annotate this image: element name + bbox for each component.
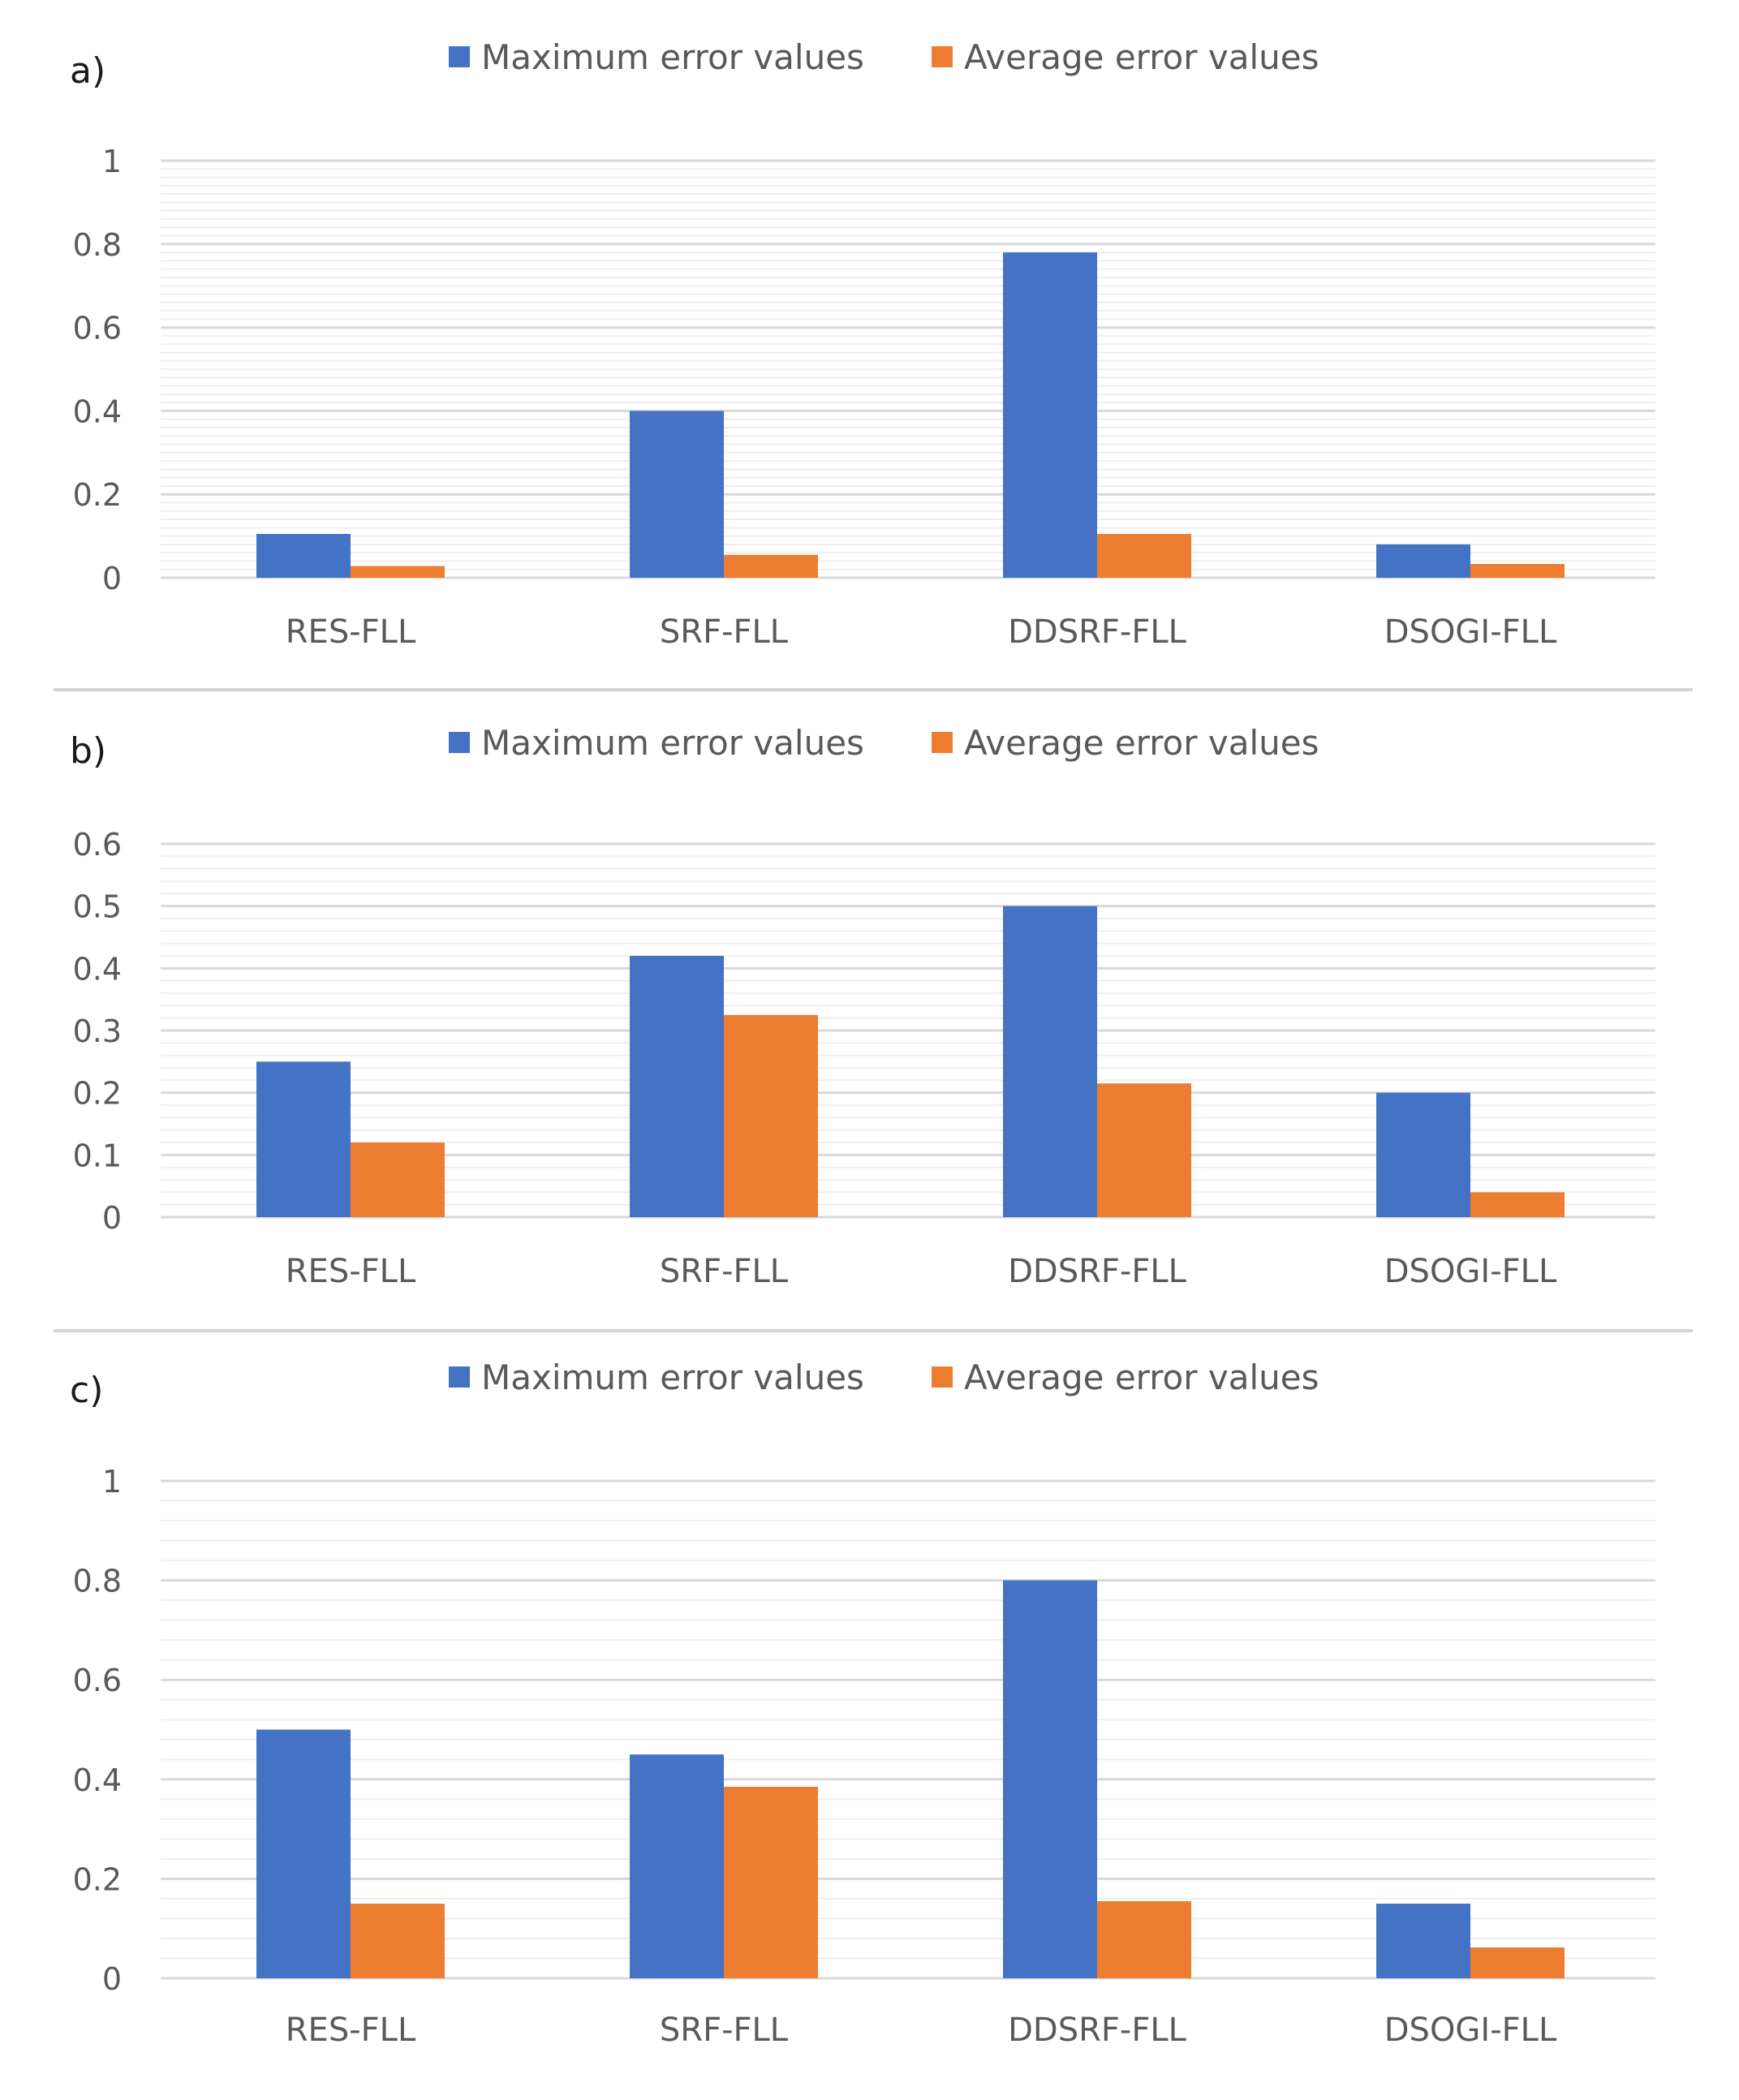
bar-max-dsogi-fll bbox=[1376, 1092, 1470, 1217]
legend-swatch-avg bbox=[932, 732, 953, 753]
y-tick-label: 0.8 bbox=[73, 227, 122, 263]
y-tick-label: 0.4 bbox=[73, 951, 122, 987]
y-tick-label: 0.6 bbox=[73, 827, 122, 863]
bar-avg-ddsrf-fll bbox=[1097, 534, 1191, 578]
x-category-label: RES-FLL bbox=[286, 2012, 416, 2049]
y-tick-label: 0.8 bbox=[73, 1564, 122, 1599]
legend-label-avg: Average error values bbox=[964, 37, 1319, 77]
bar-avg-dsogi-fll bbox=[1470, 564, 1565, 578]
y-tick-label: 1 bbox=[102, 144, 122, 179]
bar-max-ddsrf-fll bbox=[1003, 906, 1097, 1217]
x-category-label: DSOGI-FLL bbox=[1384, 1253, 1557, 1290]
y-tick-label: 0.6 bbox=[73, 1663, 122, 1698]
bar-avg-res-fll bbox=[351, 1904, 445, 1978]
panel-label: b) bbox=[70, 730, 106, 772]
legend-label-avg: Average error values bbox=[964, 1358, 1319, 1397]
bar-avg-dsogi-fll bbox=[1470, 1192, 1565, 1217]
x-category-label: DDSRF-FLL bbox=[1008, 2012, 1187, 2049]
bar-max-res-fll bbox=[256, 534, 351, 578]
legend-swatch-max bbox=[449, 732, 470, 753]
x-category-label: SRF-FLL bbox=[660, 613, 789, 651]
bar-max-srf-fll bbox=[630, 1754, 724, 1978]
bar-max-srf-fll bbox=[630, 411, 724, 578]
bar-avg-res-fll bbox=[351, 566, 445, 578]
bar-max-ddsrf-fll bbox=[1003, 1580, 1097, 1978]
y-tick-label: 0.2 bbox=[73, 477, 122, 513]
legend-swatch-avg bbox=[932, 46, 953, 67]
y-tick-label: 0 bbox=[102, 1961, 122, 1997]
x-category-label: SRF-FLL bbox=[660, 1253, 789, 1290]
bar-max-ddsrf-fll bbox=[1003, 252, 1097, 578]
x-category-label: DDSRF-FLL bbox=[1008, 1253, 1187, 1290]
legend-swatch-max bbox=[449, 1366, 470, 1388]
x-category-label: SRF-FLL bbox=[660, 2012, 789, 2049]
legend-label-max: Maximum error values bbox=[481, 1358, 864, 1397]
y-tick-label: 0.3 bbox=[73, 1013, 122, 1049]
bar-avg-ddsrf-fll bbox=[1097, 1900, 1191, 1978]
chart-panel-1: a) Maximum error values Average error valu… bbox=[70, 37, 1655, 651]
y-tick-label: 0.2 bbox=[73, 1076, 122, 1112]
bar-avg-srf-fll bbox=[724, 554, 818, 578]
y-tick-label: 0.2 bbox=[73, 1861, 122, 1897]
y-tick-label: 0.1 bbox=[73, 1138, 122, 1173]
bar-avg-ddsrf-fll bbox=[1097, 1083, 1191, 1217]
panel-label: c) bbox=[70, 1370, 103, 1411]
legend-label-avg: Average error values bbox=[964, 723, 1319, 763]
bar-max-dsogi-fll bbox=[1376, 1904, 1470, 1978]
y-tick-label: 1 bbox=[102, 1464, 122, 1500]
y-tick-label: 0.4 bbox=[73, 1762, 122, 1798]
bar-max-res-fll bbox=[256, 1061, 351, 1217]
legend-label-max: Maximum error values bbox=[481, 37, 864, 77]
x-category-label: DSOGI-FLL bbox=[1384, 2012, 1557, 2049]
legend-swatch-avg bbox=[932, 1366, 953, 1388]
chart-panel-3: c) Maximum error values Average error valu… bbox=[70, 1358, 1655, 2049]
bar-avg-srf-fll bbox=[724, 1786, 818, 1978]
y-tick-label: 0 bbox=[102, 561, 122, 596]
x-category-label: RES-FLL bbox=[286, 613, 416, 651]
y-tick-label: 0.5 bbox=[73, 889, 122, 925]
y-tick-label: 0.6 bbox=[73, 311, 122, 346]
x-category-label: DDSRF-FLL bbox=[1008, 613, 1187, 651]
bar-avg-dsogi-fll bbox=[1470, 1947, 1565, 1978]
bar-avg-srf-fll bbox=[724, 1014, 818, 1217]
bar-max-dsogi-fll bbox=[1376, 544, 1470, 578]
x-category-label: DSOGI-FLL bbox=[1384, 613, 1557, 651]
bar-avg-res-fll bbox=[351, 1143, 445, 1217]
y-tick-label: 0 bbox=[102, 1200, 122, 1236]
y-tick-label: 0.4 bbox=[73, 394, 122, 429]
x-category-label: RES-FLL bbox=[286, 1253, 416, 1290]
legend-swatch-max bbox=[449, 46, 470, 67]
legend-label-max: Maximum error values bbox=[481, 723, 864, 763]
panel-label: a) bbox=[70, 50, 105, 92]
bar-max-srf-fll bbox=[630, 956, 724, 1217]
panel-divider-2 bbox=[54, 1329, 1693, 1332]
bar-max-res-fll bbox=[256, 1729, 351, 1978]
chart-panel-2: b) Maximum error values Average error valu… bbox=[70, 723, 1655, 1290]
panel-divider-1 bbox=[54, 688, 1693, 691]
